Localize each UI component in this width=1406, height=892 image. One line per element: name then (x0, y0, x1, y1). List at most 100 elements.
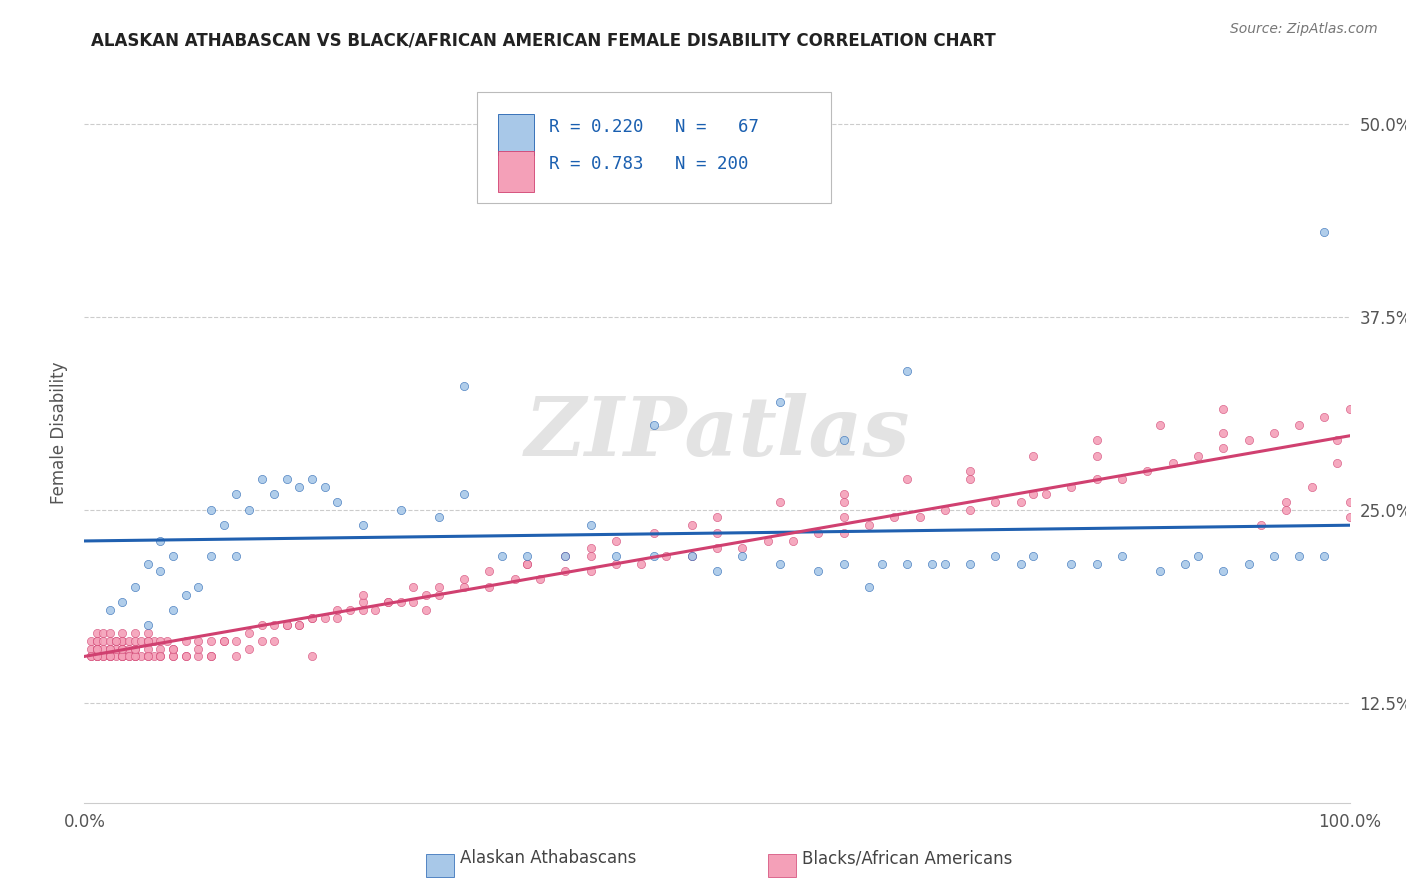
Point (250, 633, 273, 648)
Point (288, 480, 311, 494)
Point (129, 633, 153, 648)
Point (143, 649, 166, 664)
Point (129, 649, 153, 664)
Point (79, 649, 103, 664)
Point (605, 533, 627, 548)
Point (402, 595, 425, 609)
Point (143, 633, 166, 648)
Point (105, 633, 127, 648)
Point (1339, 510, 1361, 524)
Point (124, 649, 146, 664)
Point (263, 487, 285, 501)
Point (1301, 480, 1323, 494)
Point (655, 549, 678, 563)
Point (706, 525, 728, 540)
Point (731, 541, 754, 556)
Point (959, 464, 981, 478)
Point (579, 549, 602, 563)
Point (162, 603, 184, 617)
Point (136, 649, 159, 664)
Point (478, 580, 501, 594)
Point (155, 633, 177, 648)
Point (1022, 449, 1045, 463)
Point (225, 633, 247, 648)
Point (111, 633, 134, 648)
Point (187, 649, 209, 664)
Point (453, 572, 475, 586)
Point (98, 633, 121, 648)
Point (832, 557, 855, 571)
Point (1149, 565, 1171, 579)
Point (105, 649, 127, 664)
Point (1161, 457, 1184, 471)
Point (238, 641, 260, 656)
Point (276, 472, 298, 486)
Point (832, 495, 855, 509)
Point (352, 595, 374, 609)
Point (212, 633, 235, 648)
Point (162, 641, 184, 656)
Point (554, 549, 576, 563)
Point (98, 649, 121, 664)
Point (769, 394, 792, 409)
Point (1085, 449, 1108, 463)
Point (98, 626, 121, 640)
Point (187, 580, 209, 594)
Point (352, 518, 374, 533)
Point (98, 649, 121, 664)
Point (427, 588, 450, 602)
Point (415, 603, 437, 617)
Text: R = 0.783   N = 200: R = 0.783 N = 200 (548, 155, 748, 173)
Point (225, 487, 247, 501)
Point (427, 510, 450, 524)
Point (86, 649, 108, 664)
Point (756, 533, 779, 548)
Point (118, 633, 141, 648)
Point (136, 633, 159, 648)
Point (263, 633, 285, 648)
Point (1263, 549, 1285, 563)
Point (124, 641, 146, 656)
Point (124, 580, 146, 594)
Point (529, 572, 551, 586)
Point (352, 588, 374, 602)
Point (200, 649, 222, 664)
Point (832, 487, 855, 501)
Point (238, 502, 260, 516)
Point (149, 633, 172, 648)
Point (1339, 495, 1361, 509)
Point (162, 649, 184, 664)
Point (105, 641, 127, 656)
Point (427, 580, 450, 594)
Point (1022, 487, 1045, 501)
Point (1313, 410, 1336, 425)
Point (111, 595, 134, 609)
Point (1085, 434, 1108, 448)
Point (389, 595, 412, 609)
Point (314, 611, 336, 625)
Point (124, 626, 146, 640)
Point (105, 633, 127, 648)
Point (124, 641, 146, 656)
Point (301, 472, 323, 486)
Point (769, 495, 792, 509)
Point (326, 603, 349, 617)
Point (1237, 434, 1260, 448)
Text: ZIPatlas: ZIPatlas (524, 392, 910, 473)
Point (1326, 434, 1348, 448)
Point (1187, 549, 1209, 563)
Point (118, 649, 141, 664)
Point (174, 649, 197, 664)
Point (187, 641, 209, 656)
Point (200, 633, 222, 648)
Point (111, 649, 134, 664)
Point (681, 549, 703, 563)
Point (86, 626, 108, 640)
Point (870, 557, 893, 571)
Point (1263, 425, 1285, 440)
Point (554, 549, 576, 563)
Bar (498, 152, 534, 192)
Point (832, 510, 855, 524)
Point (959, 502, 981, 516)
Point (86, 641, 108, 656)
